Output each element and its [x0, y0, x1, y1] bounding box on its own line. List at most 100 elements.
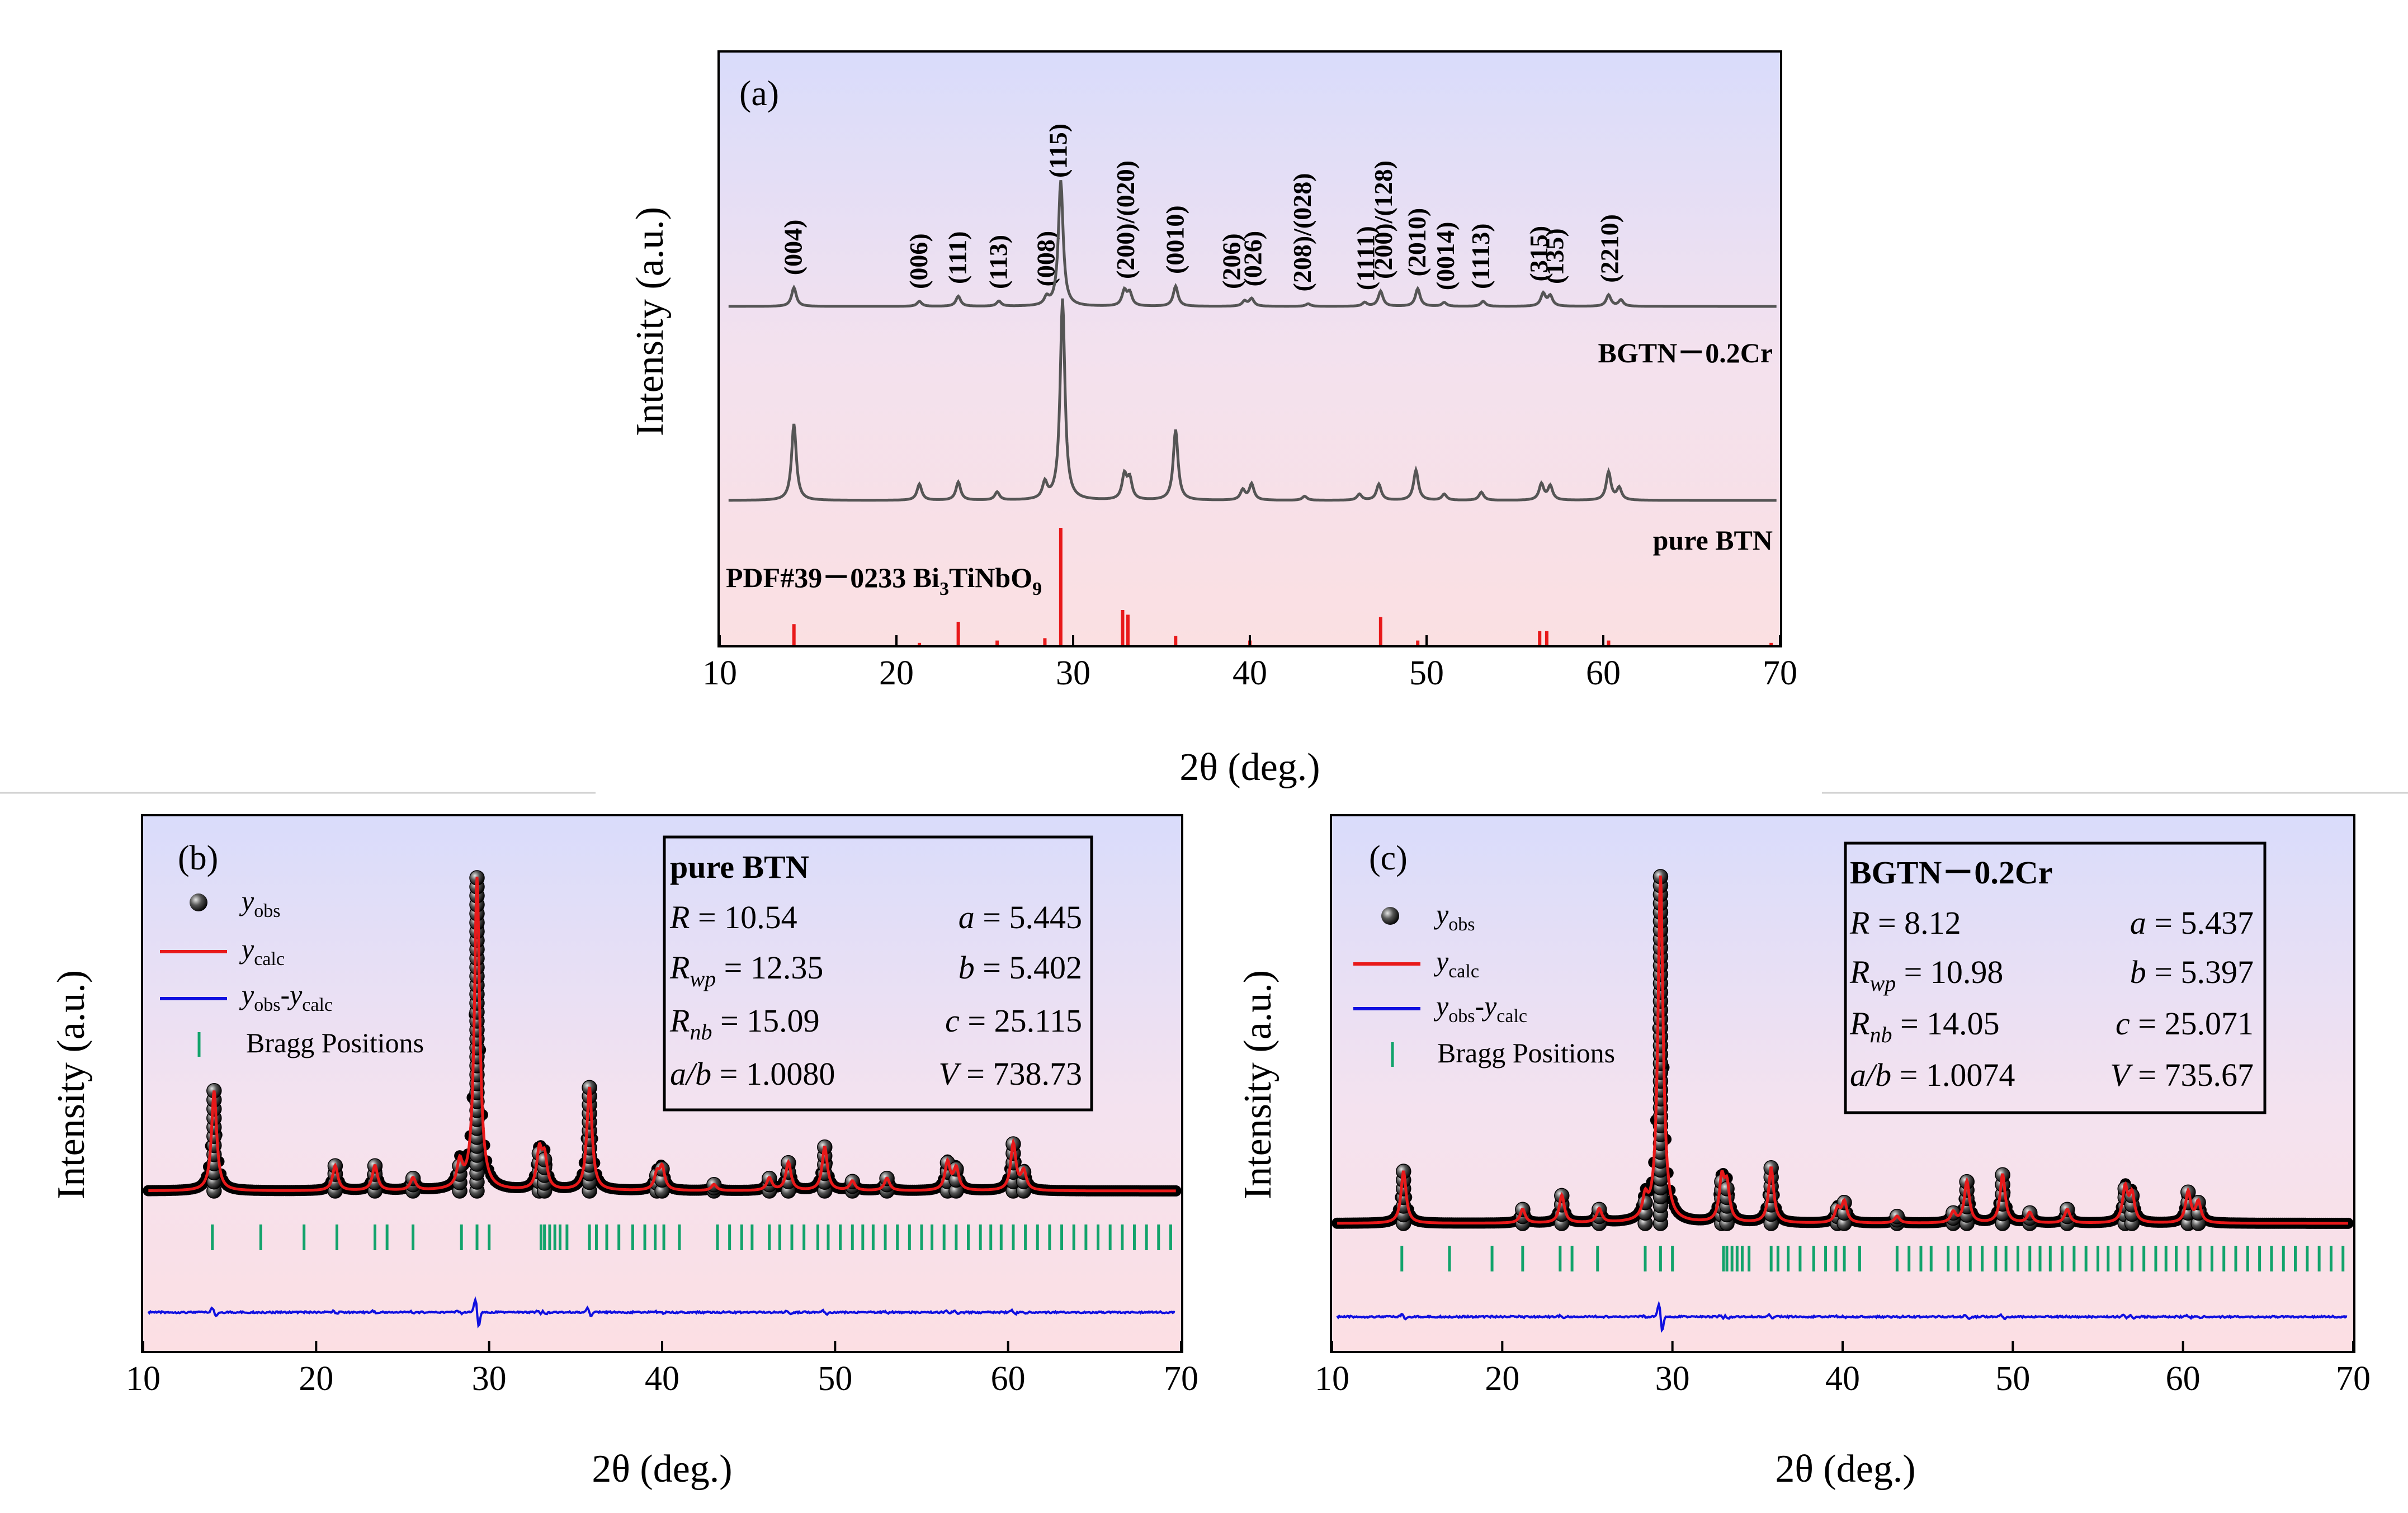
- lattice-c: c = 25.071: [2116, 1005, 2254, 1042]
- panel-c-xlabel: 2θ (deg.): [1775, 1448, 1915, 1491]
- legend-calc-label: ycalc: [1433, 945, 1479, 982]
- panel-a-ylabel: Intensity (a.u.): [629, 207, 672, 436]
- legend-diff-label: yobs-ycalc: [1433, 990, 1527, 1027]
- peak-label: (113): [984, 235, 1012, 289]
- difference-line: [147, 1295, 1175, 1328]
- lattice-a: a = 5.437: [2130, 905, 2254, 941]
- panel-c-label: (c): [1369, 839, 1408, 877]
- series-bgtn-0.2cr-line: [728, 180, 1777, 308]
- x-tick-label: 20: [299, 1360, 333, 1398]
- refinement-ab: a/b = 1.0074: [1850, 1057, 2015, 1093]
- series-label-pure-btn: pure BTN: [1653, 524, 1773, 556]
- panel-b-refinement-box: pure BTN R = 10.54 Rwp = 12.35 Rnb = 15.…: [663, 835, 1093, 1112]
- peak-label: (315): [1524, 226, 1553, 282]
- legend-obs-label: yobs: [1433, 899, 1475, 935]
- panel-a-plot-area: [717, 50, 1782, 647]
- refinement-box-frame: [663, 835, 1093, 1112]
- peak-label: (200)/(020): [1111, 160, 1140, 279]
- legend-bragg-label: Bragg Positions: [1437, 1037, 1615, 1068]
- cell-volume: V = 735.67: [2110, 1057, 2254, 1093]
- reference-formula-sub2: 9: [1032, 579, 1042, 599]
- legend-bragg-label: Bragg Positions: [246, 1027, 424, 1058]
- refinement-box-title: pure BTN: [670, 849, 809, 885]
- peak-label: (135): [1541, 228, 1569, 284]
- x-axis-ticks: 10 20 30 40 50 60 70: [1315, 1341, 2371, 1398]
- peak-label: (111): [943, 231, 972, 284]
- lattice-c: c = 25.115: [945, 1003, 1082, 1039]
- lattice-b: b = 5.402: [959, 949, 1082, 986]
- peak-label: (006): [904, 233, 933, 289]
- x-tick-label: 70: [2336, 1360, 2371, 1398]
- x-tick-label: 50: [1995, 1360, 2030, 1398]
- x-tick-label: 20: [879, 654, 914, 692]
- calculated-line: [148, 876, 1176, 1193]
- x-tick-label: 10: [1315, 1360, 1349, 1398]
- x-axis-ticks: 10 20 30 40 50 60 70: [702, 635, 1797, 692]
- peak-label: (200)/(128): [1369, 160, 1397, 279]
- peak-label: (2010): [1403, 208, 1431, 277]
- panel-c-refinement-box: BGTN－0.2Cr R = 8.12 Rwp = 10.98 Rnb = 14…: [1844, 841, 2267, 1114]
- x-tick-label: 20: [1485, 1360, 1519, 1398]
- x-tick-label: 60: [991, 1360, 1026, 1398]
- lattice-b: b = 5.397: [2130, 954, 2254, 990]
- reference-formula-main: TiNbO: [949, 562, 1032, 593]
- x-tick-label: 70: [1763, 654, 1797, 692]
- legend-calc-label: ycalc: [239, 933, 285, 970]
- panel-b-ylabel: Intensity (a.u.): [50, 970, 93, 1199]
- x-axis-ticks: 10 20 30 40 50 60 70: [126, 1341, 1198, 1398]
- refinement-r: R = 8.12: [1849, 905, 1961, 941]
- legend-obs-marker: [190, 893, 207, 911]
- x-tick-label: 30: [1655, 1360, 1690, 1398]
- panel-a-xlabel: 2θ (deg.): [1179, 746, 1320, 789]
- refinement-rwp: Rwp = 12.35: [669, 949, 823, 991]
- peak-label: (1113): [1466, 223, 1495, 289]
- panel-c: (c) yobs ycalc yobs-ycalc Bragg Position…: [1236, 814, 2371, 1491]
- peak-label: (2210): [1595, 214, 1624, 283]
- refinement-rnb: Rnb = 14.05: [1849, 1005, 2000, 1047]
- panel-b-xlabel: 2θ (deg.): [592, 1448, 732, 1491]
- peak-label: (0014): [1431, 222, 1460, 291]
- difference-line: [1336, 1300, 2348, 1333]
- peak-label: (206): [1217, 233, 1245, 289]
- x-tick-label: 40: [1233, 654, 1267, 692]
- x-tick-label: 30: [1056, 654, 1090, 692]
- panel-c-ylabel: Intensity (a.u.): [1236, 970, 1279, 1199]
- panel-a-label: (a): [739, 73, 779, 113]
- refinement-rwp: Rwp = 10.98: [1849, 954, 2003, 996]
- x-tick-label: 40: [1825, 1360, 1860, 1398]
- panel-b-legend: yobs ycalc yobs-ycalc Bragg Positions: [160, 885, 424, 1058]
- lattice-a: a = 5.445: [959, 899, 1082, 935]
- panel-c-legend: yobs ycalc yobs-ycalc Bragg Positions: [1353, 899, 1615, 1068]
- legend-diff-label: yobs-ycalc: [239, 979, 333, 1015]
- peak-labels: (004) (006) (111) (113) (008)(115)(200)/(020…: [779, 124, 1624, 292]
- legend-obs-marker: [1381, 907, 1399, 925]
- peak-label: (004): [779, 220, 808, 276]
- x-tick-label: 50: [818, 1360, 852, 1398]
- x-tick-label: 40: [645, 1360, 679, 1398]
- bragg-ticks: [1400, 1246, 2345, 1271]
- reference-sticks: [792, 528, 1773, 645]
- reference-label: PDF#39－0233 Bi3TiNbO9: [726, 562, 1042, 599]
- peak-label: (208)/(028): [1288, 173, 1316, 291]
- series-label-bgtn-0.2cr: BGTN－0.2Cr: [1598, 337, 1773, 368]
- x-tick-label: 10: [702, 654, 737, 692]
- peak-label: (1111): [1352, 226, 1380, 290]
- legend-obs-label: yobs: [239, 885, 280, 921]
- series-pure-btn-line: [728, 298, 1777, 502]
- x-tick-label: 60: [2166, 1360, 2201, 1398]
- refinement-ab: a/b = 1.0080: [670, 1056, 835, 1092]
- peak-label: (115): [1044, 124, 1073, 178]
- panel-b-label: (b): [178, 839, 218, 877]
- cell-volume: V = 738.73: [938, 1056, 1082, 1092]
- refinement-box-title: BGTN－0.2Cr: [1850, 854, 2053, 891]
- panel-b-plot-area: [141, 814, 1183, 1353]
- panel-c-plot-area: [1330, 814, 2355, 1353]
- reference-formula-sub: 3: [939, 579, 949, 599]
- x-tick-label: 70: [1164, 1360, 1198, 1398]
- calculated-line: [1337, 875, 2348, 1225]
- peak-label: (026): [1238, 231, 1267, 287]
- x-tick-label: 60: [1586, 654, 1621, 692]
- panel-a: (a) (004) (006) (111) (113) (008)(115)(200)/…: [629, 50, 1797, 789]
- x-tick-label: 50: [1409, 654, 1444, 692]
